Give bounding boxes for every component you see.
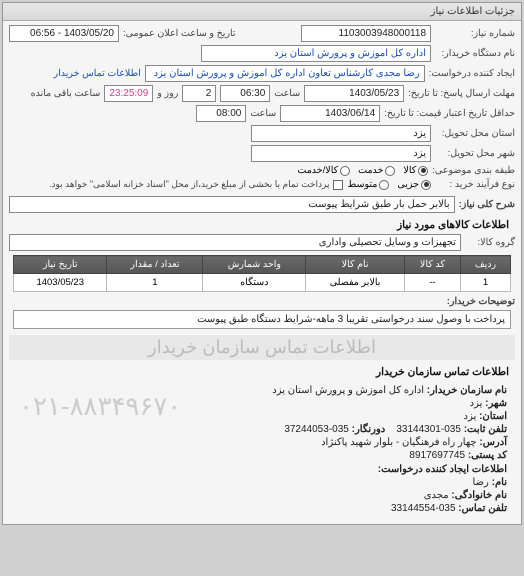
val-address: چهار راه فرهنگیان - بلوار شهید پاکنژاد <box>321 437 477 448</box>
radio-partial[interactable] <box>421 180 431 190</box>
label-validity: حداقل تاریخ اعتبار قیمت: تا تاریخ: <box>384 108 515 119</box>
radio-medium-label: متوسط <box>347 179 377 190</box>
section-goods-title: اطلاعات کالاهای مورد نیاز <box>15 219 509 231</box>
label-purchase-type: نوع فرآیند خرید : <box>435 179 515 190</box>
th-code: کد کالا <box>404 256 460 274</box>
val-c-city: یزد <box>470 398 483 409</box>
radio-goods[interactable] <box>418 166 428 176</box>
field-need-no: 1103003948000118 <box>301 25 431 42</box>
label-desc: توضیحات خریدار: <box>447 296 515 307</box>
lbl-fax: دورنگار: <box>352 424 386 435</box>
lbl-name: نام: <box>492 477 507 488</box>
field-requester: رضا مجدی کارشناس تعاون اداره کل اموزش و … <box>145 65 425 82</box>
val-org-name: اداره کل اموزش و پرورش استان یزد <box>272 385 424 396</box>
label-purchase-hint: پرداخت تمام یا بخشی از مبلغ خرید،از محل … <box>49 179 329 190</box>
label-need-title: شرح کلی نیاز: <box>459 199 515 210</box>
lbl-org-name: نام سازمان خریدار: <box>427 385 507 396</box>
radio-service-label: خدمت <box>358 165 383 176</box>
th-unit: واحد شمارش <box>203 256 306 274</box>
field-province: یزد <box>251 125 431 142</box>
section-creator-title: اطلاعات ایجاد کننده درخواست: <box>17 464 507 475</box>
lbl-family: نام خانوادگی: <box>451 490 507 501</box>
watermark-contact: اطلاعات تماس سازمان خریدار <box>9 335 515 360</box>
watermark-phone: ۰۲۱-۸۸۳۴۹۶۷۰ <box>19 391 181 422</box>
label-time1: ساعت <box>274 88 300 99</box>
td-code: -- <box>404 274 460 292</box>
lbl-postal: کد پستی: <box>468 450 507 461</box>
radio-both[interactable] <box>340 166 350 176</box>
field-desc: پرداخت با وصول سند درخواستی تقریبا 3 ماه… <box>13 310 511 329</box>
goods-table: ردیف کد کالا نام کالا واحد شمارش تعداد /… <box>13 255 511 292</box>
td-qty: 1 <box>107 274 203 292</box>
panel-header: جزئیات اطلاعات نیاز <box>3 3 521 21</box>
field-deadline-date: 1403/05/23 <box>304 85 404 102</box>
val-phone: 035-33144301 <box>396 424 461 435</box>
label-city: شهر محل تحویل: <box>435 148 515 159</box>
radio-service[interactable] <box>385 166 395 176</box>
lbl-phone: تلفن ثابت: <box>464 424 507 435</box>
label-requester: ایجاد کننده درخواست: <box>429 68 515 79</box>
td-unit: دستگاه <box>203 274 306 292</box>
val-tel: 035-33144554 <box>391 503 456 514</box>
radio-partial-label: جزیی <box>397 179 419 190</box>
label-province: استان محل تحویل: <box>435 128 515 139</box>
radio-goods-label: کالا <box>403 165 416 176</box>
lbl-c-city: شهر: <box>485 398 507 409</box>
th-name: نام کالا <box>306 256 405 274</box>
field-city: یزد <box>251 145 431 162</box>
radio-both-label: کالا/خدمت <box>297 165 338 176</box>
label-need-no: شماره نیاز: <box>435 28 515 39</box>
radio-group-category: کالا خدمت کالا/خدمت <box>297 165 428 176</box>
radio-group-purchase: جزیی متوسط <box>347 179 431 190</box>
lbl-tel: تلفن تماس: <box>458 503 507 514</box>
label-category: طبقه بندی موضوعی: <box>432 165 515 176</box>
th-date: تاریخ نیاز <box>14 256 107 274</box>
val-c-province: یزد <box>464 411 477 422</box>
field-deadline-time: 06:30 <box>220 85 270 102</box>
field-buyer-org: اداره کل اموزش و پرورش استان یزد <box>201 45 431 62</box>
val-family: مجدی <box>424 490 449 501</box>
checkbox-treasury[interactable] <box>333 180 343 190</box>
section-contact-title: اطلاعات تماس سازمان خریدار <box>15 366 509 378</box>
val-fax: 035-37244053 <box>284 424 349 435</box>
label-buyer-org: نام دستگاه خریدار: <box>435 48 515 59</box>
label-time2: ساعت <box>250 108 276 119</box>
val-name: رضا <box>472 477 488 488</box>
label-announce-dt: تاریخ و ساعت اعلان عمومی: <box>123 28 236 39</box>
th-row: ردیف <box>460 256 510 274</box>
countdown-timer: 23:25:09 <box>104 85 153 102</box>
lbl-address: آدرس: <box>479 437 507 448</box>
label-goods-group: گروه کالا: <box>465 237 515 248</box>
td-row: 1 <box>460 274 510 292</box>
field-announce-dt: 1403/05/20 - 06:56 <box>9 25 119 42</box>
field-validity-time: 08:00 <box>196 105 246 122</box>
label-deadline: مهلت ارسال پاسخ: تا تاریخ: <box>408 88 515 99</box>
td-name: بالابر مفصلی <box>306 274 405 292</box>
th-qty: تعداد / مقدار <box>107 256 203 274</box>
field-need-title: بالابر حمل بار طبق شرایط پیوست <box>9 196 455 213</box>
val-postal: 8917697745 <box>409 450 465 461</box>
field-goods-group: تجهیزات و وسایل تحصیلی واداری <box>9 234 461 251</box>
field-days-left: 2 <box>182 85 216 102</box>
label-day: روز و <box>157 88 178 99</box>
lbl-c-province: استان: <box>479 411 507 422</box>
field-validity-date: 1403/06/14 <box>280 105 380 122</box>
table-row: 1 -- بالابر مفصلی دستگاه 1 1403/05/23 <box>14 274 511 292</box>
radio-medium[interactable] <box>379 180 389 190</box>
td-date: 1403/05/23 <box>14 274 107 292</box>
label-remaining: ساعت باقی مانده <box>31 88 101 99</box>
link-buyer-contact[interactable]: اطلاعات تماس خریدار <box>54 68 141 79</box>
